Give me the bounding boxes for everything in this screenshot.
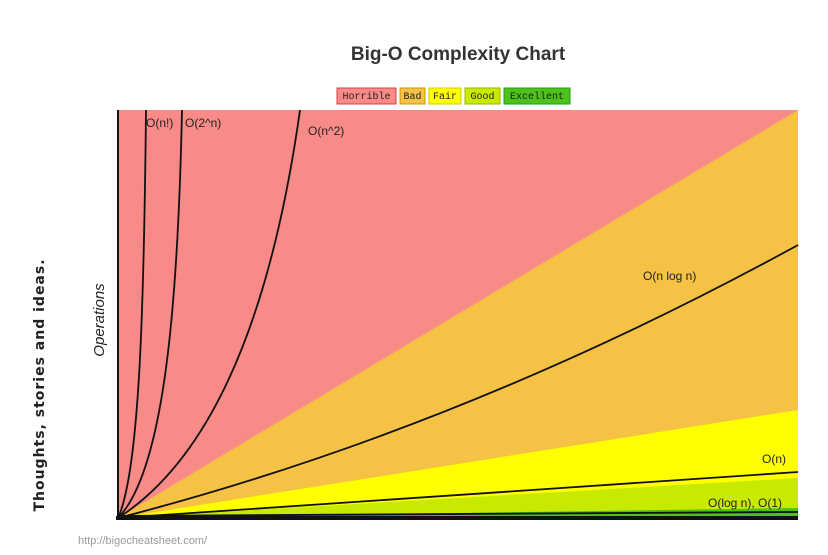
legend-label: Excellent [510,91,564,103]
curve-label: O(n!) [146,116,173,130]
legend-label: Horrible [342,91,390,103]
legend-swatch [428,87,462,105]
legend-swatch [336,87,397,105]
legend-label: Bad [403,91,421,103]
curve-label: O(2^n) [185,116,221,130]
legend-swatch [399,87,426,105]
curve-label: O(n log n) [643,269,696,283]
tagline: Thoughts, stories and ideas. [32,258,48,511]
legend: Horrible Bad Fair Good Excellent [336,87,571,105]
legend-swatch [464,87,501,105]
chart-title: Big-O Complexity Chart [351,44,566,65]
region-bad [118,110,798,518]
curve [117,511,799,517]
curve [117,244,799,519]
source-link[interactable]: http://bigocheatsheet.com/ [78,535,208,547]
region-good [118,478,798,518]
curve [117,109,301,519]
curve [117,109,147,519]
curve-label: O(log n), O(1) [708,496,782,510]
curve [117,471,799,519]
curve-label: O(n^2) [308,124,344,138]
y-axis-label: Operations [91,283,108,357]
plot: O(n!) O(2^n) O(n^2) O(n log n) O(n) O(lo… [116,109,799,520]
legend-label: Good [470,91,494,103]
legend-swatch [503,87,571,105]
curve-label: O(n) [762,452,786,466]
legend-label: Fair [433,91,457,103]
curve [117,109,183,519]
